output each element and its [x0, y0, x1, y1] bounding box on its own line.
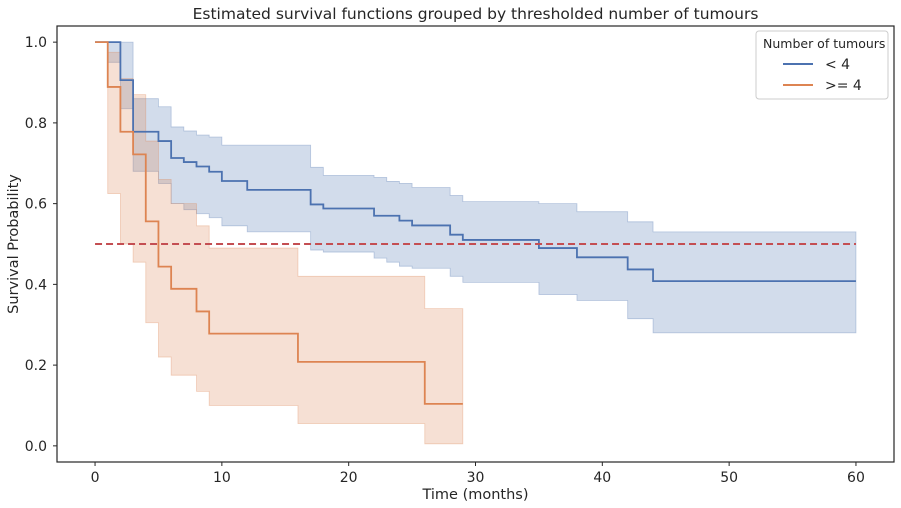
legend-label-series-1: < 4 — [825, 57, 850, 73]
series-1-survival-line — [95, 41, 856, 283]
legend-title: Number of tumours — [763, 36, 885, 51]
series-2-confidence-band — [107, 51, 464, 445]
legend: Number of tumours < 4 >= 4 — [755, 30, 889, 100]
series-1-confidence-band — [107, 41, 857, 334]
x-tick-label: 0 — [91, 470, 100, 486]
plot-layer — [95, 41, 857, 445]
axes-layer: 0 10 20 30 40 50 60 0.0 0.2 0.4 0.6 0.8 1.0 — [25, 25, 895, 486]
legend-box — [755, 30, 889, 100]
x-tick-label: 10 — [213, 470, 231, 486]
x-tick-label: 30 — [467, 470, 485, 486]
legend-label-series-2: >= 4 — [825, 78, 862, 94]
y-tick-label: 0.4 — [25, 277, 47, 293]
x-tick-label: 50 — [720, 470, 738, 486]
x-tick-label: 60 — [847, 470, 865, 486]
x-tick-label: 20 — [340, 470, 358, 486]
series-2-survival-line — [95, 41, 463, 405]
y-tick-label: 0.8 — [25, 116, 47, 132]
y-tick-label: 1.0 — [25, 35, 47, 51]
x-tick-label: 40 — [593, 470, 611, 486]
y-tick-label: 0.2 — [25, 358, 47, 374]
y-tick-label: 0.6 — [25, 197, 47, 213]
y-axis-label: Survival Probability — [6, 174, 22, 314]
chart-title: Estimated survival functions grouped by … — [193, 5, 759, 23]
y-tick-label: 0.0 — [25, 439, 47, 455]
x-axis-label: Time (months) — [421, 487, 528, 503]
